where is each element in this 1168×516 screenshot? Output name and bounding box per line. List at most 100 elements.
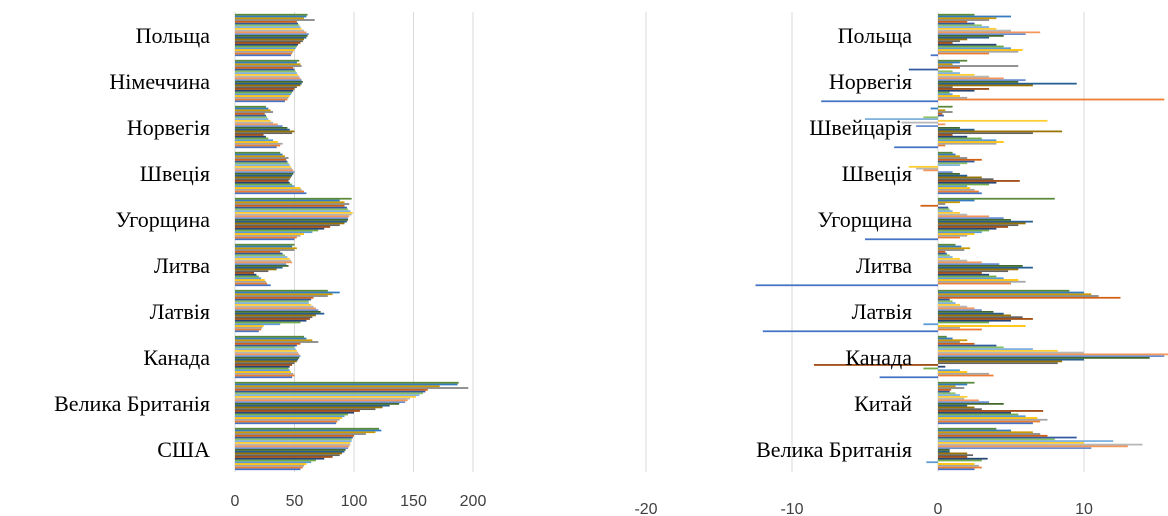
right-bar bbox=[938, 234, 968, 237]
right-bar bbox=[938, 222, 1026, 225]
right-bar bbox=[938, 49, 1023, 51]
left-bar bbox=[235, 158, 287, 161]
left-bar bbox=[235, 256, 288, 258]
right-bar bbox=[938, 203, 946, 205]
right-bar bbox=[938, 135, 968, 138]
right-bar bbox=[938, 66, 960, 69]
right-bar bbox=[938, 261, 982, 264]
right-bar bbox=[938, 302, 956, 304]
left-bar bbox=[235, 111, 274, 113]
right-bar bbox=[938, 266, 1033, 269]
right-bar bbox=[938, 328, 982, 331]
right-bar bbox=[938, 390, 950, 393]
right-bar bbox=[938, 151, 953, 154]
right-bar bbox=[923, 323, 938, 326]
left-bar bbox=[235, 348, 296, 350]
left-bar bbox=[235, 84, 301, 87]
left-bar bbox=[235, 236, 297, 239]
right-bar bbox=[938, 420, 1041, 423]
left-bar bbox=[235, 38, 305, 41]
left-bar bbox=[235, 61, 297, 64]
right-bar bbox=[938, 132, 1033, 135]
right-bar bbox=[938, 447, 1092, 449]
left-x-tick-labels: 0 50 100 150 200 bbox=[231, 493, 487, 510]
right-bar bbox=[938, 247, 971, 250]
right-bar bbox=[938, 397, 965, 400]
left-bar bbox=[235, 118, 269, 120]
left-bar bbox=[235, 65, 302, 67]
left-bar bbox=[235, 418, 340, 421]
left-bar bbox=[235, 280, 266, 283]
right-bar bbox=[938, 59, 968, 62]
left-bar bbox=[235, 284, 271, 287]
left-bar bbox=[235, 206, 347, 209]
right-bar bbox=[938, 70, 953, 73]
right-category-label: Литва bbox=[856, 253, 912, 278]
left-bar bbox=[235, 199, 340, 202]
right-bar bbox=[920, 204, 938, 207]
left-bar bbox=[235, 410, 360, 412]
left-bar bbox=[235, 243, 295, 246]
right-bar bbox=[938, 273, 990, 276]
left-bar bbox=[235, 295, 328, 297]
right-category-label: Велика Британія bbox=[756, 437, 912, 462]
left-bar bbox=[235, 277, 262, 280]
left-bar bbox=[235, 86, 297, 89]
left-bar bbox=[235, 98, 288, 101]
right-bar bbox=[821, 100, 938, 103]
left-bar bbox=[235, 339, 313, 342]
right-bar bbox=[938, 275, 997, 278]
right-bar bbox=[938, 385, 956, 388]
right-bar bbox=[938, 36, 990, 39]
right-bar bbox=[923, 116, 938, 119]
left-bar bbox=[235, 351, 299, 354]
left-bar bbox=[235, 249, 295, 251]
left-bar bbox=[235, 457, 325, 460]
left-bar bbox=[235, 360, 297, 363]
right-bar bbox=[938, 249, 965, 251]
left-bar bbox=[235, 79, 302, 81]
left-bar bbox=[235, 190, 305, 193]
right-bar bbox=[938, 50, 1019, 53]
left-bar bbox=[235, 36, 307, 39]
left-bar bbox=[235, 266, 283, 269]
right-bar bbox=[938, 349, 1058, 352]
right-bar bbox=[938, 321, 990, 324]
left-x-tick-label: 150 bbox=[400, 493, 427, 510]
right-bar bbox=[938, 291, 1084, 294]
right-bar bbox=[938, 155, 960, 158]
right-bar bbox=[938, 319, 1011, 322]
right-bar bbox=[938, 387, 965, 389]
right-x-tick-labels: -20 -10 0 10 bbox=[634, 501, 1093, 516]
right-bar bbox=[938, 277, 1004, 280]
left-bar bbox=[235, 162, 289, 165]
left-bar bbox=[235, 165, 291, 168]
left-bar bbox=[235, 68, 295, 71]
left-bar bbox=[235, 316, 313, 319]
right-bar bbox=[938, 220, 1033, 223]
left-bar bbox=[235, 192, 307, 195]
left-bar bbox=[235, 309, 319, 311]
right-bar bbox=[938, 436, 1077, 439]
left-bar bbox=[235, 45, 297, 48]
left-bar bbox=[235, 390, 426, 393]
right-bar bbox=[938, 401, 990, 403]
left-bar bbox=[235, 26, 301, 28]
right-category-labels: Велика Британія Китай Канада Латвія Литва Уго… bbox=[756, 23, 912, 462]
left-bar bbox=[235, 434, 354, 437]
right-bar bbox=[938, 128, 975, 131]
right-bar bbox=[938, 303, 960, 306]
left-bar bbox=[235, 355, 301, 357]
right-bar bbox=[938, 307, 975, 310]
left-bar bbox=[235, 443, 351, 446]
left-bar bbox=[235, 54, 291, 57]
right-bar bbox=[938, 403, 1004, 405]
left-bar bbox=[235, 275, 259, 278]
right-bar bbox=[938, 369, 960, 372]
left-x-tick-label: 50 bbox=[286, 493, 304, 510]
left-bar bbox=[235, 128, 290, 131]
left-bar bbox=[235, 82, 302, 85]
left-bar bbox=[235, 49, 295, 51]
left-bar bbox=[235, 302, 309, 304]
left-bar bbox=[235, 178, 290, 181]
